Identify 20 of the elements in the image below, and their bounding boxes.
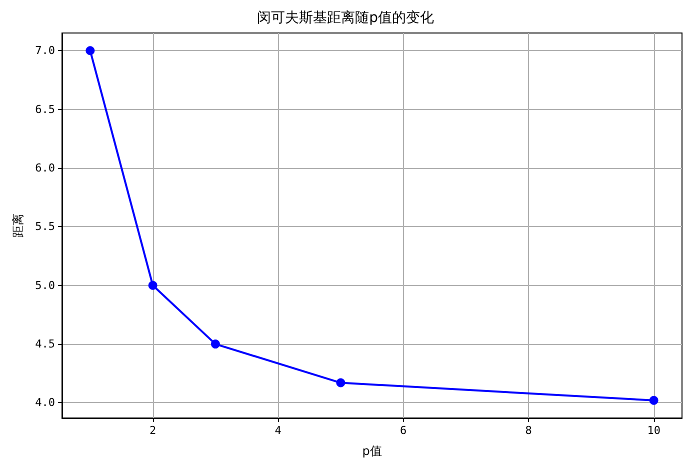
y-tick-label: 7.0 [35, 44, 55, 58]
point [210, 340, 220, 349]
point [148, 280, 158, 290]
chart-title: 闵可夫斯基距离随p值的变化 [257, 10, 434, 26]
point [336, 378, 346, 388]
x-tick-label: 8 [525, 424, 532, 437]
x-tick-label: 4 [274, 424, 282, 437]
y-tick-label: 4.0 [35, 396, 55, 410]
x-axis-title: p值 [362, 444, 382, 458]
x-tick-label: 10 [647, 424, 660, 437]
y-tick-label: 6.0 [35, 161, 55, 174]
y-tick-label: 5.0 [35, 278, 55, 292]
x-tick-label: 6 [400, 424, 407, 437]
x-tick-label: 2 [149, 424, 156, 437]
y-tick-label: 6.5 [35, 102, 55, 116]
y-tick-label: 4.5 [35, 338, 55, 351]
y-axis-title: 距离 [11, 214, 25, 238]
point [649, 396, 658, 405]
y-tick-label: 5.5 [35, 220, 55, 234]
point [86, 46, 95, 56]
